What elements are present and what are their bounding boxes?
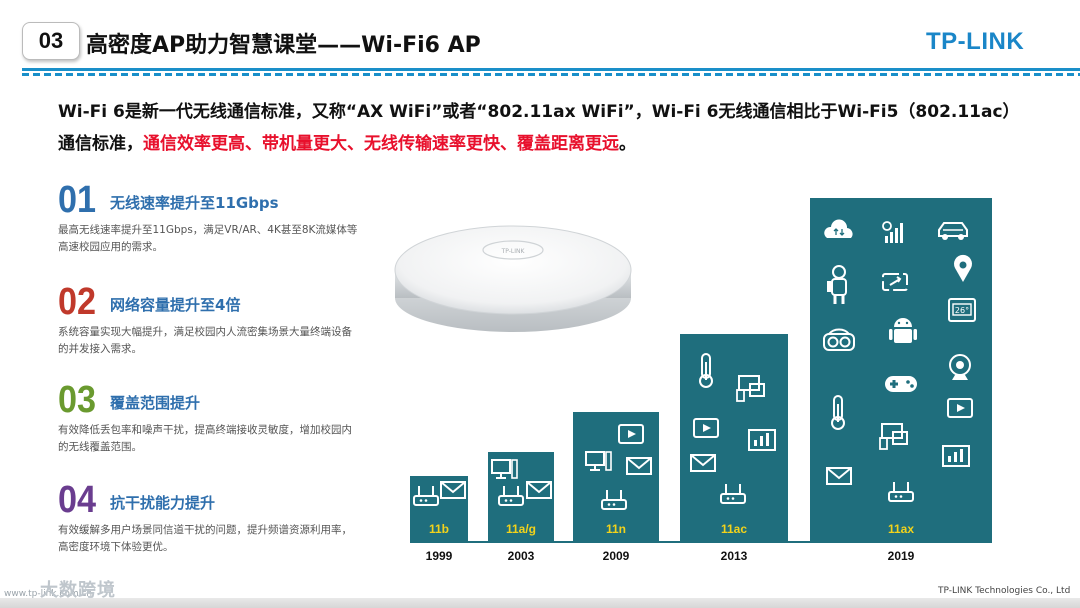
bar-2019 [810, 198, 992, 542]
feature-3: 03 覆盖范围提升 有效降低丢包率和噪声干扰，提高终端接收灵敏度，增加校园内的无… [58, 380, 358, 460]
year-label-2009: 2009 [603, 549, 630, 563]
feature-number: 04 [58, 479, 97, 521]
intro-paragraph: Wi-Fi 6是新一代无线通信标准，又称“AX WiFi”或者“802.11ax… [58, 96, 1033, 160]
feature-description: 系统容量实现大幅提升，满足校园内人流密集场景大量终端设备的并发接入需求。 [58, 326, 352, 355]
tp-link-logo: TP-LINK [926, 28, 1025, 55]
feature-title: 覆盖范围提升 [110, 394, 201, 412]
wifi-generation-chart: 26° 11b199911a/g200311n200911ac201311ax2… [410, 198, 992, 563]
feature-description: 有效降低丢包率和噪声干扰，提高终端接收灵敏度，增加校园内的无线覆盖范围。 [58, 424, 352, 453]
footer-bar [0, 598, 1080, 608]
feature-number: 03 [58, 379, 97, 421]
access-point-image: TP-LINK [394, 225, 632, 332]
feature-title: 抗干扰能力提升 [110, 494, 216, 512]
feature-number: 01 [58, 179, 97, 221]
bar-label-11n: 11n [606, 522, 626, 536]
bar-label-11ac: 11ac [721, 522, 747, 536]
watermark-text: 大数跨境 [40, 580, 116, 601]
intro-highlight: 通信效率更高、带机量更大、无线传输速率更快、覆盖距离更远 [143, 134, 619, 154]
bar-label-11a/g: 11a/g [506, 522, 536, 536]
year-label-1999: 1999 [426, 549, 453, 563]
footer-company: TP-LINK Technologies Co., Ltd [938, 586, 1071, 596]
footer-url: www.tp-link.com.cn [4, 589, 93, 599]
intro-text: Wi-Fi 6是新一代无线通信标准，又称“AX WiFi”或者“802.11ax… [58, 102, 1020, 154]
year-label-2003: 2003 [508, 549, 535, 563]
feature-4: 04 抗干扰能力提升 有效缓解多用户场景同信道干扰的问题，提升频谱资源利用率，高… [58, 480, 358, 560]
feature-number: 02 [58, 281, 97, 323]
labels-layer: 11b 1999 11a/g 2003 11n 2009 11ac 2013 11ax 2019 [426, 522, 915, 563]
gamepad-icon [885, 376, 917, 392]
feature-title: 无线速率提升至11Gbps [110, 194, 279, 212]
slide-title: 高密度AP助力智慧课堂——Wi-Fi6 AP [86, 33, 481, 58]
feature-2: 02 网络容量提升至4倍 系统容量实现大幅提升，满足校园内人流密集场景大量终端设… [58, 282, 358, 362]
year-label-2019: 2019 [888, 549, 915, 563]
bar-label-11b: 11b [429, 522, 449, 536]
feature-description: 最高无线速率提升至11Gbps，满足VR/AR、4K甚至8K流媒体等高速校园应用… [58, 224, 358, 253]
section-number: 03 [38, 28, 64, 53]
intro-end: 。 [619, 134, 636, 154]
svg-text:TP-LINK: TP-LINK [501, 248, 526, 255]
header-rule [22, 68, 1080, 71]
feature-title: 网络容量提升至4倍 [110, 296, 241, 314]
section-number-badge: 03 [22, 22, 80, 60]
feature-1: 01 无线速率提升至11Gbps 最高无线速率提升至11Gbps，满足VR/AR… [58, 180, 358, 260]
slide-header: 03 高密度AP助力智慧课堂——Wi-Fi6 AP TP-LINK [0, 0, 1080, 80]
year-label-2013: 2013 [721, 549, 748, 563]
bar-2013 [680, 334, 788, 542]
bar-2009 [573, 412, 659, 542]
feature-description: 有效缓解多用户场景同信道干扰的问题，提升频谱资源利用率，高密度环境下体验更优。 [58, 524, 352, 553]
header-rule-dashed [22, 73, 1080, 76]
bar-label-11ax: 11ax [888, 522, 914, 536]
